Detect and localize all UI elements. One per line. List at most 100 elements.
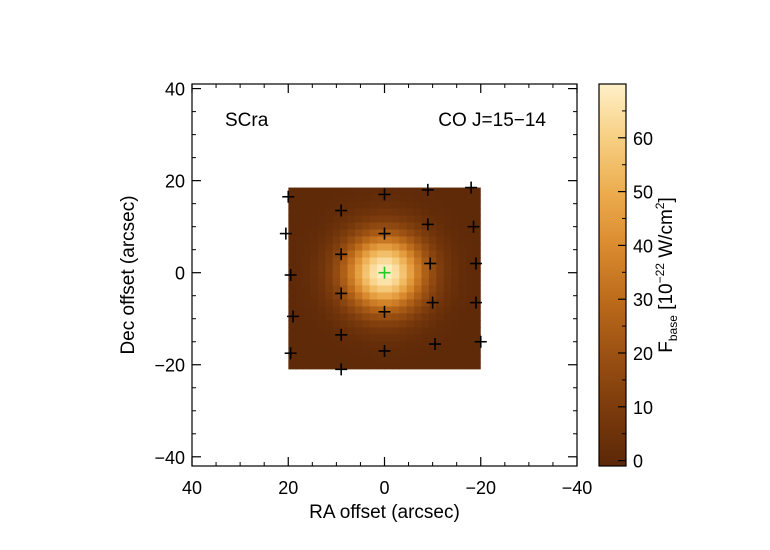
heatmap-cell: [399, 348, 408, 356]
heatmap-cell: [428, 271, 437, 280]
heatmap-cell: [384, 187, 393, 196]
heatmap-cell: [369, 257, 378, 266]
heatmap-cell: [310, 334, 319, 342]
spaxel-marker: [335, 204, 348, 217]
heatmap-cell: [325, 187, 334, 196]
heatmap-cell: [332, 292, 341, 301]
heatmap-cell: [465, 313, 474, 321]
heatmap-cell: [354, 320, 363, 328]
heatmap-cell: [458, 201, 467, 210]
heatmap-cell: [303, 271, 312, 280]
heatmap-cell: [406, 264, 415, 273]
heatmap-cell: [436, 222, 445, 231]
heatmap-cell: [391, 222, 400, 231]
heatmap-cell: [369, 313, 378, 321]
heatmap-cell: [354, 229, 363, 238]
heatmap-cell: [443, 320, 452, 328]
heatmap-cell: [443, 327, 452, 335]
heatmap-cell: [347, 341, 356, 349]
heatmap-cell: [362, 299, 371, 308]
heatmap-cell: [354, 292, 363, 301]
heatmap-cell: [428, 250, 437, 259]
heatmap-cell: [325, 250, 334, 259]
heatmap-cell: [295, 327, 304, 335]
heatmap-cell: [465, 250, 474, 259]
heatmap-cell: [354, 334, 363, 342]
heatmap-cell: [414, 271, 423, 280]
heatmap-cell: [436, 327, 445, 335]
heatmap-cell: [310, 201, 319, 210]
central-spaxel-marker: [378, 266, 391, 279]
heatmap-cell: [354, 299, 363, 308]
heatmap-cell: [458, 222, 467, 231]
heatmap-cell: [473, 271, 481, 280]
heatmap-cell: [414, 229, 423, 238]
heatmap-cell: [406, 362, 415, 370]
heatmap-cell: [414, 236, 423, 245]
heatmap-cell: [414, 348, 423, 356]
heatmap-cell: [458, 299, 467, 308]
heatmap-cell: [325, 299, 334, 308]
heatmap-cell: [303, 334, 312, 342]
heatmap-cell: [362, 257, 371, 266]
heatmap-cell: [421, 355, 430, 363]
heatmap-cell: [295, 201, 304, 210]
heatmap-cell: [288, 201, 297, 210]
heatmap-cell: [384, 355, 393, 363]
heatmap-cell: [362, 194, 371, 203]
heatmap-cell: [377, 320, 386, 328]
heatmap-cell: [458, 208, 467, 217]
heatmap-cell: [384, 348, 393, 356]
heatmap-cell: [317, 306, 326, 315]
heatmap-cell: [399, 243, 408, 252]
heatmap-cell: [310, 187, 319, 196]
heatmap-cell: [399, 194, 408, 203]
heatmap-cell: [443, 271, 452, 280]
heatmap-cell: [332, 187, 341, 196]
heatmap-cell: [406, 250, 415, 259]
heatmap-cell: [443, 292, 452, 301]
heatmap-cell: [332, 257, 341, 266]
heatmap-cell: [384, 208, 393, 217]
heatmap-cell: [354, 194, 363, 203]
heatmap-cell: [332, 194, 341, 203]
heatmap-cell: [377, 236, 386, 245]
heatmap-cell: [325, 327, 334, 335]
heatmap-cell: [295, 355, 304, 363]
heatmap-cell: [436, 355, 445, 363]
heatmap-cell: [384, 306, 393, 315]
heatmap-cell: [443, 250, 452, 259]
heatmap-cell: [369, 362, 378, 370]
heatmap-cell: [340, 334, 349, 342]
heatmap-cell: [465, 341, 474, 349]
heatmap-cell: [421, 306, 430, 315]
heatmap-cell: [399, 292, 408, 301]
heatmap-cell: [458, 236, 467, 245]
heatmap-cell: [340, 292, 349, 301]
heatmap-cell: [421, 243, 430, 252]
heatmap-cell: [436, 187, 445, 196]
heatmap-cell: [384, 264, 393, 273]
heatmap-cell: [310, 362, 319, 370]
heatmap-cell: [362, 320, 371, 328]
heatmap-cell: [369, 355, 378, 363]
heatmap-cell: [421, 313, 430, 321]
heatmap-cell: [288, 264, 297, 273]
heatmap-cell: [451, 299, 460, 308]
heatmap-cell: [436, 194, 445, 203]
heatmap-cell: [295, 348, 304, 356]
heatmap-cell: [384, 327, 393, 335]
spaxel-marker: [279, 227, 292, 240]
spaxel-marker: [378, 227, 391, 240]
heatmap-cell: [303, 355, 312, 363]
heatmap-cell: [428, 243, 437, 252]
heatmap-cell: [458, 320, 467, 328]
heatmap-cell: [310, 306, 319, 315]
heatmap-cell: [399, 187, 408, 196]
heatmap-cell: [354, 278, 363, 287]
heatmap-cell: [384, 257, 393, 266]
heatmap-cell: [325, 320, 334, 328]
colorbar-title: Fbase [10−22 W/cm2]: [653, 197, 680, 353]
colorbar-title-main: F: [656, 341, 677, 353]
heatmap-cell: [443, 201, 452, 210]
